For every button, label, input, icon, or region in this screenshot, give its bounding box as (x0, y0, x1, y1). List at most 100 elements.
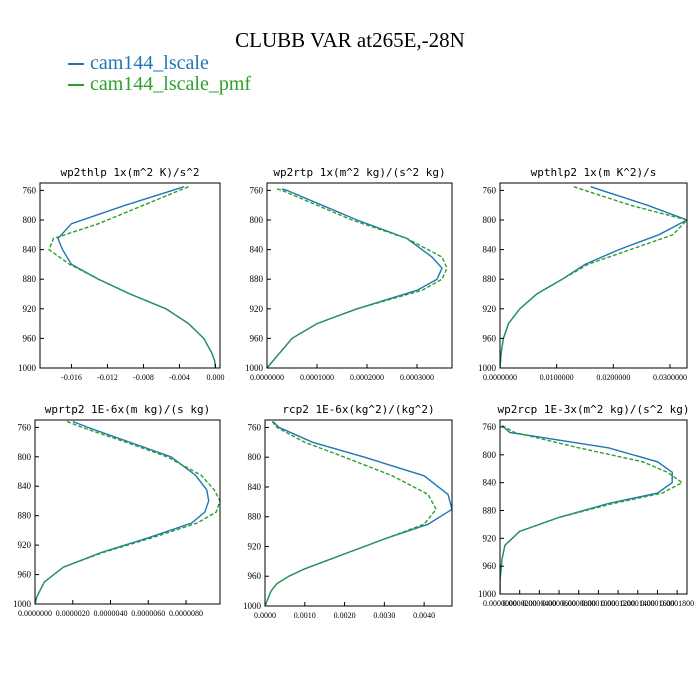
series-line-lscale (57, 186, 217, 368)
x-tick-label: 0.0000000 (483, 373, 517, 382)
y-tick-label: 840 (250, 245, 264, 255)
y-tick-label: 760 (250, 185, 264, 195)
y-tick-label: 800 (248, 452, 262, 462)
x-tick-label: 0.0001000 (300, 373, 334, 382)
y-tick-label: 920 (250, 304, 264, 314)
y-tick-label: 960 (248, 571, 262, 581)
plot-frame (266, 182, 453, 369)
x-tick-label: 0.0040 (413, 611, 435, 620)
y-tick-label: 1000 (478, 363, 497, 373)
x-tick-label: 0.0001600 (640, 599, 674, 608)
series-line-lscale-pmf (267, 188, 448, 368)
y-tick-label: 760 (248, 422, 262, 432)
y-tick-label: 920 (483, 533, 497, 543)
x-tick-label: 0.0000040 (94, 609, 128, 618)
chart-3: wpthlp2 1x(m K^2)/s 760 800 840 880 920 960 100… (478, 166, 688, 382)
x-tick-label: 0.0020 (334, 611, 356, 620)
y-tick-label: 880 (483, 274, 497, 284)
y-tick-label: 920 (248, 541, 262, 551)
x-tick-label: 0.0010 (294, 611, 316, 620)
x-tick-label: 0.0200000 (596, 373, 630, 382)
x-tick-label: 0.0300000 (653, 373, 687, 382)
chart-title: wp2rcp 1E-3x(m^2 kg)/(s^2 kg) (497, 403, 689, 416)
y-tick-label: 1000 (245, 363, 264, 373)
y-tick-label: 840 (483, 478, 497, 488)
y-tick-label: 800 (18, 452, 32, 462)
y-tick-label: 760 (483, 422, 497, 432)
x-tick-label: 0.0001000 (581, 599, 615, 608)
plot-frame (499, 182, 688, 369)
chart-title: wp2rtp 1x(m^2 kg)/(s^2 kg) (273, 166, 445, 179)
x-tick-label: 0.0002000 (350, 373, 384, 382)
y-tick-label: 840 (23, 245, 37, 255)
y-tick-label: 880 (248, 512, 262, 522)
y-tick-label: 920 (23, 304, 37, 314)
x-tick-label: -0.004 (169, 373, 190, 382)
chart-title: rcp2 1E-6x(kg^2)/(kg^2) (282, 403, 434, 416)
y-tick-label: 960 (483, 333, 497, 343)
y-tick-label: 880 (483, 505, 497, 515)
x-tick-label: -0.016 (61, 373, 82, 382)
y-tick-label: 800 (250, 215, 264, 225)
plot-frame (264, 419, 453, 607)
legend-label-lscale: cam144_lscale (90, 52, 209, 74)
x-tick-label: 0.0000200 (503, 599, 537, 608)
series-line-lscale-pmf (500, 186, 687, 368)
x-tick-label: 0.0030 (373, 611, 395, 620)
x-tick-label: 0.0001800 (660, 599, 694, 608)
series-line-lscale-pmf (48, 186, 217, 368)
x-tick-label: 0.0001400 (621, 599, 655, 608)
y-tick-label: 800 (483, 215, 497, 225)
y-tick-label: 800 (483, 450, 497, 460)
x-tick-label: 0.0100000 (540, 373, 574, 382)
y-tick-label: 960 (250, 333, 264, 343)
chart-title: wpthlp2 1x(m K^2)/s (531, 166, 657, 179)
y-tick-label: 760 (483, 185, 497, 195)
y-tick-label: 1000 (478, 589, 497, 599)
x-tick-label: 0.0000000 (18, 609, 52, 618)
x-tick-label: 0.0000000 (250, 373, 284, 382)
y-tick-label: 880 (18, 511, 32, 521)
legend-line-lscale (68, 63, 84, 66)
y-tick-label: 1000 (13, 599, 32, 609)
series-line-lscale (35, 420, 210, 604)
chart-6: wp2rcp 1E-3x(m^2 kg)/(s^2 kg)760 800 840 88… (478, 403, 694, 608)
plot-frame (39, 182, 221, 369)
chart-2: wp2rtp 1x(m^2 kg)/(s^2 kg) 760 800 840 880 92… (245, 166, 453, 382)
page-title: CLUBB VAR at265E,-28N (235, 28, 465, 52)
series-line-lscale (267, 188, 443, 368)
x-tick-label: 0.0001200 (601, 599, 635, 608)
chart-4: wprtp2 1E-6x(m kg)/(s kg) 760 800 840 880 920… (13, 403, 221, 618)
x-tick-label: 0.0003000 (400, 373, 434, 382)
y-tick-label: 840 (483, 245, 497, 255)
x-tick-label: 0.0000000 (483, 599, 517, 608)
y-tick-label: 800 (23, 215, 37, 225)
chart-title: wprtp2 1E-6x(m kg)/(s kg) (45, 403, 211, 416)
chart-1: wp2thlp 1x(m^2 K)/s^2 760 800 840 880 920 960 1… (18, 166, 225, 382)
y-tick-label: 760 (23, 185, 37, 195)
x-tick-label: 0.0000080 (169, 609, 203, 618)
x-tick-label: 0.000 (207, 373, 225, 382)
legend-label-lscale-pmf: cam144_lscale_pmf (90, 73, 252, 95)
plot-frame (34, 419, 221, 605)
y-tick-label: 920 (483, 304, 497, 314)
x-tick-label: 0.0000400 (522, 599, 556, 608)
x-tick-label: -0.008 (133, 373, 154, 382)
legend-line-lscale-pmf (68, 84, 84, 87)
y-tick-label: 880 (250, 274, 264, 284)
chart-title: wp2thlp 1x(m^2 K)/s^2 (60, 166, 199, 179)
chart-5: rcp2 1E-6x(kg^2)/(kg^2) 760 800 840 880 920 96… (243, 403, 453, 620)
series-line-lscale (500, 186, 687, 368)
y-tick-label: 1000 (18, 363, 37, 373)
y-tick-label: 960 (483, 561, 497, 571)
plot-frame (499, 419, 688, 595)
series-line-lscale (265, 421, 452, 606)
series-line-lscale-pmf (265, 421, 437, 606)
y-tick-label: 1000 (243, 601, 262, 611)
x-tick-label: 0.0000060 (131, 609, 165, 618)
y-tick-label: 840 (18, 481, 32, 491)
x-tick-label: -0.012 (97, 373, 118, 382)
y-tick-label: 840 (248, 482, 262, 492)
y-tick-label: 920 (18, 540, 32, 550)
